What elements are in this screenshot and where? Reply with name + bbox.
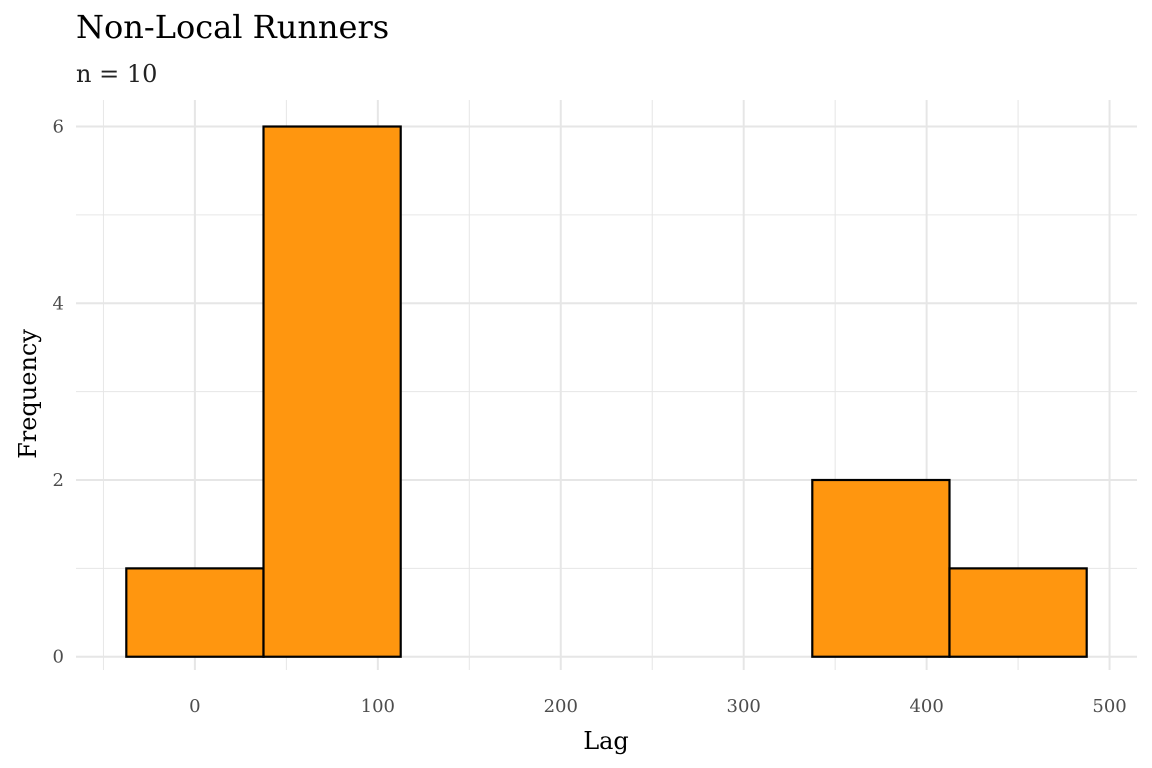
- y-axis-title: Frequency: [14, 329, 42, 459]
- histogram-bars: [125, 125, 1088, 658]
- x-tick-label: 200: [544, 696, 578, 717]
- x-tick-label: 300: [727, 696, 761, 717]
- y-tick-label: 6: [53, 117, 64, 138]
- histogram-bar: [125, 567, 265, 658]
- chart-subtitle: n = 10: [76, 60, 158, 88]
- y-tick-label: 2: [53, 470, 64, 491]
- x-tick-label: 100: [361, 696, 395, 717]
- histogram-bar: [811, 478, 951, 658]
- x-tick-label: 400: [909, 696, 943, 717]
- x-axis-ticks: 0 100 200 300 400 500: [189, 696, 1127, 717]
- histogram-bar: [948, 567, 1088, 658]
- y-axis-ticks: 0 2 4 6: [53, 117, 64, 668]
- y-tick-label: 0: [53, 647, 64, 668]
- chart-title: Non-Local Runners: [76, 8, 390, 46]
- x-tick-label: 0: [189, 696, 200, 717]
- y-tick-label: 4: [53, 293, 64, 314]
- x-tick-label: 500: [1092, 696, 1126, 717]
- x-axis-title: Lag: [583, 727, 629, 755]
- histogram-bar: [262, 125, 402, 658]
